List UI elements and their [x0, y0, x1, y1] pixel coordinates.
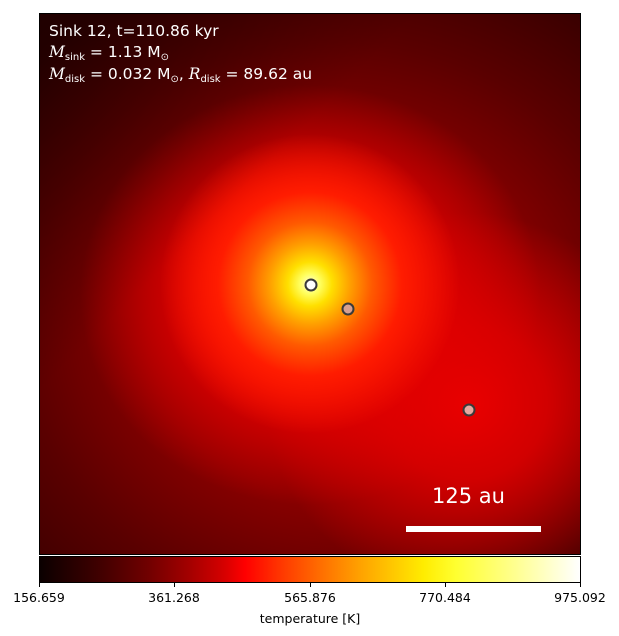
colorbar-tick	[580, 583, 581, 587]
colorbar-tick	[310, 583, 311, 587]
colorbar-tick	[39, 583, 40, 587]
scale-bar	[406, 526, 541, 532]
sink-marker-outer	[462, 403, 476, 417]
colorbar-tick-label: 156.659	[13, 590, 65, 605]
temperature-map	[39, 13, 581, 555]
sink-info-line: Sink 12, t=110.86 kyr	[49, 22, 219, 40]
disk-info-line: Mdisk = 0.032 M⊙, Rdisk = 89.62 au	[49, 65, 313, 85]
scale-bar-label: 125 au	[432, 484, 505, 508]
colorbar-tick	[445, 583, 446, 587]
colorbar-tick-label: 565.876	[284, 590, 336, 605]
colorbar-title: temperature [K]	[259, 611, 361, 626]
colorbar-tick-label: 361.268	[148, 590, 200, 605]
colorbar-tick-label: 975.092	[554, 590, 606, 605]
sink-mass-line: Msink = 1.13 M⊙	[49, 43, 170, 63]
sink-marker-central	[304, 278, 318, 292]
colorbar-tick-label: 770.484	[419, 590, 471, 605]
sink-marker-companion	[341, 302, 355, 316]
colorbar-tick	[174, 583, 175, 587]
colorbar	[39, 556, 581, 583]
